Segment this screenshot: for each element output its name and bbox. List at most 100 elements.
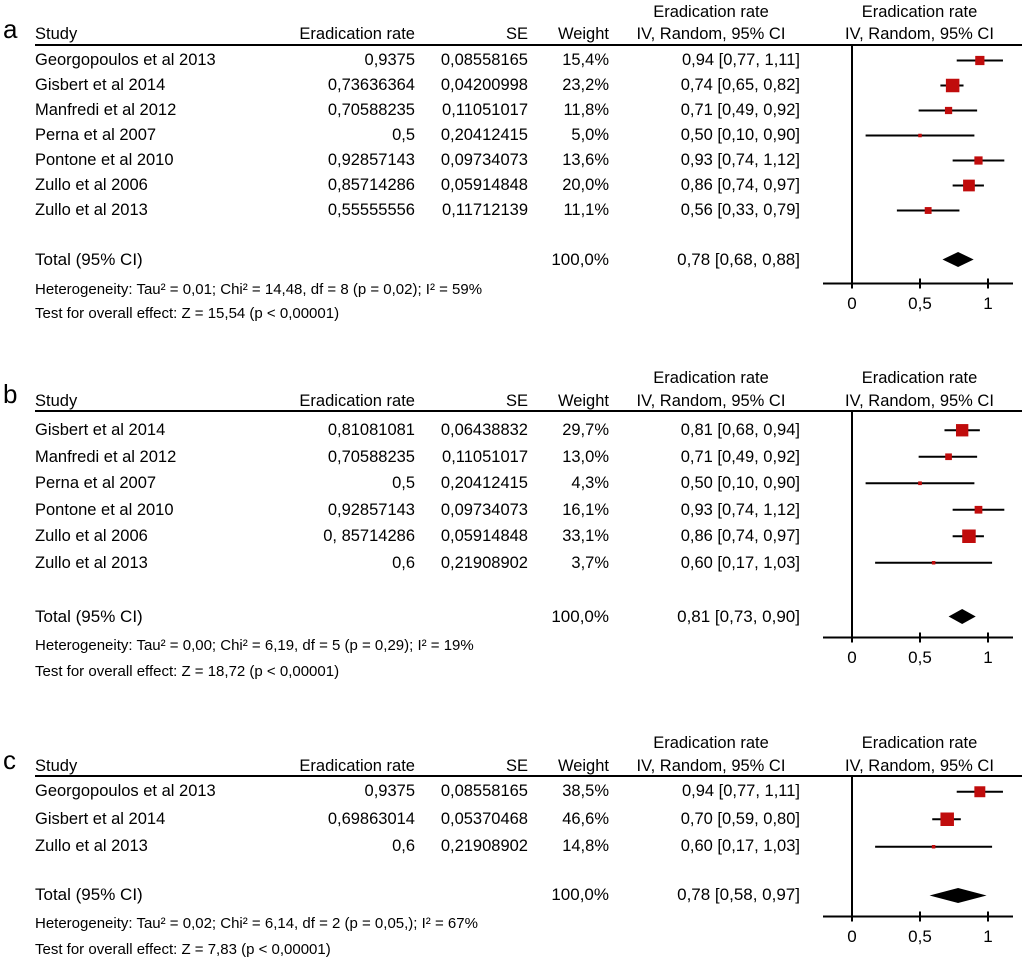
rate-value: 0,55555556 [327, 201, 415, 219]
col-header-rate: Eradication rate [299, 392, 415, 410]
col-header-weight: Weight [557, 25, 609, 43]
forest-plot-chart: 0 0,5 1 [823, 777, 1013, 946]
se-value: 0,21908902 [440, 553, 528, 572]
se-value: 0,04200998 [440, 76, 528, 94]
col-header-plot-line1: Eradication rate [861, 369, 978, 387]
study-row: Gisbert et al 2014 0,69863014 0,05370468 46… [0, 806, 820, 834]
ci-text: 0,56 [0,33, 0,79] [680, 201, 800, 219]
effect-square [924, 207, 932, 214]
col-header-study: Study [35, 25, 78, 43]
se-value: 0,20412415 [440, 474, 528, 492]
study-rows: Gisbert et al 2014 0,81081081 0,06438832 29… [0, 417, 820, 576]
effect-square [975, 55, 985, 66]
panel-label: a [3, 14, 18, 44]
rate-value: 0,69863014 [327, 809, 415, 828]
overall-effect-note: Test for overall effect: Z = 18,72 (p < … [35, 663, 340, 680]
study-name: Perna et al 2007 [35, 126, 157, 144]
study-row: Zullo et al 2013 0,55555556 0,11712139 11,1… [0, 198, 820, 223]
effect-square [963, 179, 975, 192]
weight-value: 4,3% [571, 474, 609, 492]
effect-square [918, 133, 922, 138]
study-name: Gisbert et al 2014 [35, 809, 166, 828]
study-row: Perna et al 2007 0,5 0,20412415 5,0% 0,50 [0… [0, 123, 820, 148]
weight-value: 3,7% [571, 553, 609, 572]
total-label: Total (95% CI) [35, 250, 143, 269]
total-ci-text: 0,78 [0,68, 0,88] [677, 250, 800, 269]
header-rule [35, 410, 1022, 412]
x-axis-tick-label: 0,5 [908, 294, 932, 313]
forest-plot-chart: 0 0,5 1 [823, 46, 1013, 313]
col-header-se: SE [505, 757, 528, 775]
study-row: Georgopoulos et al 2013 0,9375 0,08558165 1… [0, 48, 820, 73]
forest-panel-a: a Study Eradication rate SE Weight Eradi… [0, 0, 1024, 330]
study-name: Perna et al 2007 [35, 474, 157, 492]
rate-value: 0,73636364 [327, 76, 415, 94]
weight-value: 20,0% [562, 176, 609, 194]
study-name: Georgopoulos et al 2013 [35, 782, 216, 800]
se-value: 0,05370468 [440, 809, 528, 828]
study-name: Gisbert et al 2014 [35, 421, 166, 439]
col-header-study: Study [35, 392, 78, 410]
se-value: 0,08558165 [440, 51, 528, 69]
study-row: Zullo et al 2006 0,85714286 0,05914848 20,0… [0, 173, 820, 198]
col-header-weight: Weight [557, 392, 609, 410]
col-header-effect-line2: IV, Random, 95% CI [636, 757, 786, 775]
effect-square [962, 529, 976, 543]
effect-square [940, 812, 954, 826]
ci-text: 0,94 [0,77, 1,11] [681, 51, 800, 69]
col-header-plot-line2: IV, Random, 95% CI [845, 392, 994, 410]
weight-value: 11,1% [563, 201, 609, 219]
study-name: Pontone et al 2010 [35, 151, 174, 169]
col-header-effect-line2: IV, Random, 95% CI [636, 25, 786, 43]
summary-diamond [929, 888, 987, 903]
total-weight: 100,0% [551, 607, 609, 626]
total-weight: 100,0% [551, 250, 609, 269]
se-value: 0,09734073 [440, 500, 528, 519]
rate-value: 0,5 [392, 126, 415, 144]
study-row: Zullo et al 2013 0,6 0,21908902 14,8% 0,60 [… [0, 833, 820, 861]
rate-value: 0, 85714286 [323, 527, 415, 545]
se-value: 0,09734073 [440, 151, 528, 169]
effect-square [944, 106, 953, 115]
col-header-effect-line2: IV, Random, 95% CI [636, 392, 786, 410]
effect-square [931, 845, 936, 849]
col-header-effect-line1: Eradication rate [653, 369, 769, 387]
effect-square [974, 156, 983, 165]
x-axis-tick-label: 0 [847, 648, 856, 667]
x-axis-tick-label: 0,5 [908, 927, 932, 946]
rate-value: 0,6 [392, 837, 415, 855]
x-axis-tick-label: 1 [983, 294, 992, 313]
effect-square [955, 424, 969, 437]
study-rows: Georgopoulos et al 2013 0,9375 0,08558165 3… [0, 778, 820, 861]
ci-text: 0,50 [0,10, 0,90] [680, 126, 800, 144]
col-header-effect-line1: Eradication rate [653, 734, 769, 752]
col-header-plot-line2: IV, Random, 95% CI [845, 757, 994, 775]
se-value: 0,05914848 [440, 527, 528, 545]
total-label: Total (95% CI) [35, 885, 143, 904]
total-row: Total (95% CI) 100,0% 0,78 [0,68, 0,88] [0, 247, 820, 273]
total-label: Total (95% CI) [35, 607, 143, 626]
weight-value: 38,5% [562, 782, 609, 800]
panel-label: c [3, 745, 16, 775]
col-header-study: Study [35, 757, 78, 775]
heterogeneity-note: Heterogeneity: Tau² = 0,00; Chi² = 6,19,… [35, 637, 474, 654]
weight-value: 13,6% [562, 151, 609, 169]
study-row: Georgopoulos et al 2013 0,9375 0,08558165 3… [0, 778, 820, 806]
study-row: Perna et al 2007 0,5 0,20412415 4,3% 0,50 [0… [0, 470, 820, 497]
weight-value: 46,6% [562, 809, 609, 828]
study-row: Zullo et al 2013 0,6 0,21908902 3,7% 0,60 [0… [0, 550, 820, 577]
header-rule [35, 44, 1022, 46]
total-ci-text: 0,81 [0,73, 0,90] [677, 607, 800, 626]
se-value: 0,06438832 [440, 421, 528, 439]
ci-text: 0,94 [0,77, 1,11] [681, 782, 800, 800]
ci-text: 0,70 [0,59, 0,80] [680, 809, 800, 828]
rate-value: 0,5 [392, 474, 415, 492]
col-header-plot-line1: Eradication rate [861, 734, 978, 752]
weight-value: 29,7% [562, 421, 609, 439]
ci-text: 0,74 [0,65, 0,82] [680, 76, 800, 94]
x-axis-tick-label: 0 [847, 927, 856, 946]
ci-text: 0,86 [0,74, 0,97] [680, 176, 800, 194]
rate-value: 0,70588235 [327, 447, 415, 466]
ci-text: 0,71 [0,49, 0,92] [680, 101, 800, 119]
